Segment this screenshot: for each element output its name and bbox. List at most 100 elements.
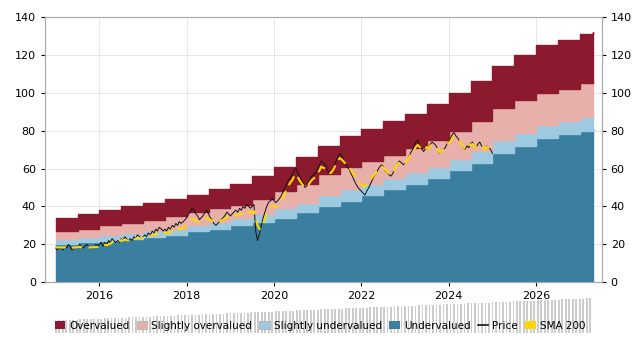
Bar <box>184 315 186 333</box>
Bar <box>121 318 123 333</box>
Bar <box>128 318 130 333</box>
Bar <box>153 317 154 333</box>
Bar <box>380 307 381 333</box>
Bar <box>125 318 127 333</box>
Bar <box>586 299 588 333</box>
Bar <box>513 302 515 333</box>
Bar <box>348 308 350 333</box>
Bar <box>180 315 182 333</box>
Bar <box>509 302 511 333</box>
Bar <box>100 319 102 333</box>
Bar <box>240 313 242 333</box>
Bar <box>233 313 235 333</box>
Bar <box>275 311 276 333</box>
Bar <box>163 316 165 333</box>
Bar <box>383 307 385 333</box>
Bar <box>170 316 172 333</box>
Bar <box>481 303 483 333</box>
Bar <box>237 313 238 333</box>
Bar <box>372 307 374 333</box>
Bar <box>422 305 424 333</box>
Bar <box>303 310 305 333</box>
Bar <box>331 309 333 333</box>
Bar <box>321 309 322 333</box>
Bar <box>118 318 120 333</box>
Bar <box>394 306 396 333</box>
Bar <box>561 300 563 333</box>
Bar <box>425 305 427 333</box>
Bar <box>307 310 308 333</box>
Bar <box>411 306 413 333</box>
Bar <box>79 320 81 333</box>
Bar <box>292 311 294 333</box>
Bar <box>173 316 175 333</box>
Bar <box>527 301 528 333</box>
Bar <box>58 320 60 333</box>
Bar <box>188 315 189 333</box>
Bar <box>589 298 591 333</box>
Bar <box>278 311 280 333</box>
Bar <box>93 319 95 333</box>
Bar <box>166 316 168 333</box>
Bar <box>146 317 147 333</box>
Bar <box>446 304 448 333</box>
Bar <box>390 307 392 333</box>
Bar <box>558 300 559 333</box>
Bar <box>572 299 573 333</box>
Bar <box>477 303 479 333</box>
Bar <box>142 317 144 333</box>
Bar <box>285 311 287 333</box>
Bar <box>579 299 580 333</box>
Bar <box>243 313 245 333</box>
Bar <box>223 313 224 333</box>
Bar <box>216 314 218 333</box>
Bar <box>540 300 542 333</box>
Bar <box>474 303 476 333</box>
Bar <box>135 317 137 333</box>
Bar <box>300 310 301 333</box>
Bar <box>314 310 315 333</box>
Bar <box>537 301 539 333</box>
Bar <box>366 308 367 333</box>
Bar <box>268 312 269 333</box>
Bar <box>247 312 249 333</box>
Bar <box>582 299 584 333</box>
Bar <box>463 304 465 333</box>
Bar <box>359 308 360 333</box>
Bar <box>544 300 546 333</box>
Bar <box>334 309 336 333</box>
Bar <box>212 314 214 333</box>
Bar <box>499 302 500 333</box>
Bar <box>257 312 259 333</box>
Bar <box>282 311 284 333</box>
Bar <box>205 314 207 333</box>
Bar <box>55 321 56 333</box>
Y-axis label: Price: Price <box>636 132 640 167</box>
Bar <box>341 309 343 333</box>
Bar <box>355 308 357 333</box>
Bar <box>159 316 161 333</box>
Bar <box>289 311 291 333</box>
Bar <box>404 306 406 333</box>
Bar <box>495 302 497 333</box>
Bar <box>149 317 151 333</box>
Bar <box>397 306 399 333</box>
Bar <box>114 318 116 333</box>
Bar <box>376 307 378 333</box>
Bar <box>432 305 434 333</box>
Bar <box>327 309 329 333</box>
Bar <box>516 301 518 333</box>
Bar <box>387 307 388 333</box>
Bar <box>418 305 420 333</box>
Bar <box>453 304 455 333</box>
Bar <box>69 320 70 333</box>
Bar <box>195 315 196 333</box>
Bar <box>62 320 63 333</box>
Bar <box>547 300 549 333</box>
Bar <box>219 314 221 333</box>
Bar <box>338 309 340 333</box>
Bar <box>310 310 312 333</box>
Bar <box>429 305 431 333</box>
Bar <box>439 305 441 333</box>
Bar <box>575 299 577 333</box>
